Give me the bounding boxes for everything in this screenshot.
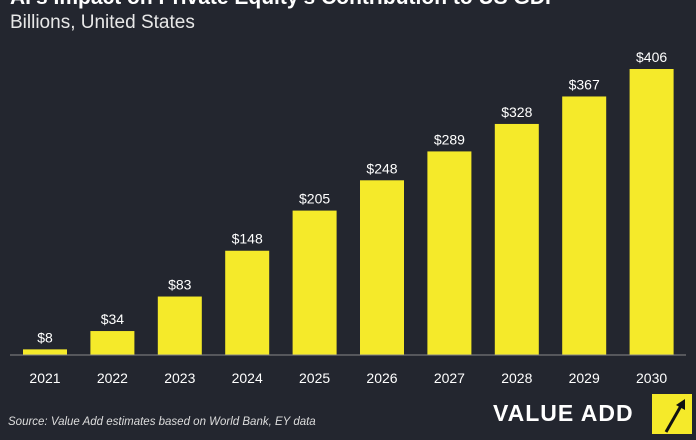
source-note: Source: Value Add estimates based on Wor… — [8, 416, 316, 428]
bar-2030 — [629, 69, 674, 355]
bar-2024 — [225, 250, 270, 355]
x-tick-label-2027: 2027 — [434, 370, 465, 386]
data-label-2028: $328 — [501, 104, 532, 120]
bar-2027 — [427, 151, 472, 355]
chart-title: AI's Impact on Private Equity's Contribu… — [10, 0, 559, 10]
bar-chart: $8 2021 $34 2022 $83 2023 $148 2024 $205 2025 $248… — [10, 49, 686, 386]
chart-subtitle: Billions, United States — [10, 12, 195, 33]
data-label-2029: $367 — [569, 76, 600, 92]
x-tick-label-2028: 2028 — [501, 370, 532, 386]
x-tick-label-2022: 2022 — [97, 370, 128, 386]
x-tick-label-2029: 2029 — [569, 370, 600, 386]
x-tick-label-2024: 2024 — [232, 370, 263, 386]
data-label-2022: $34 — [101, 311, 125, 327]
x-tick-label-2030: 2030 — [636, 370, 667, 386]
data-label-2023: $83 — [168, 277, 192, 293]
x-tick-label-2023: 2023 — [164, 370, 195, 386]
bar-2028 — [494, 123, 539, 355]
data-label-2025: $205 — [299, 191, 330, 207]
bar-2026 — [360, 180, 404, 355]
data-label-2021: $8 — [37, 329, 53, 345]
bar-2021 — [23, 349, 67, 355]
arrow-up-right-icon — [652, 394, 692, 434]
x-tick-label-2026: 2026 — [366, 370, 397, 386]
data-label-2027: $289 — [434, 131, 465, 147]
bar-2023 — [157, 296, 202, 355]
data-label-2026: $248 — [366, 160, 397, 176]
x-tick-label-2025: 2025 — [299, 370, 330, 386]
bar-2025 — [292, 210, 337, 355]
data-label-2024: $148 — [232, 231, 263, 247]
bar-2029 — [562, 96, 607, 356]
bar-2022 — [90, 331, 135, 355]
x-tick-label-2021: 2021 — [29, 370, 60, 386]
brand-name: VALUE ADD — [493, 400, 634, 426]
data-label-2030: $406 — [636, 49, 667, 65]
